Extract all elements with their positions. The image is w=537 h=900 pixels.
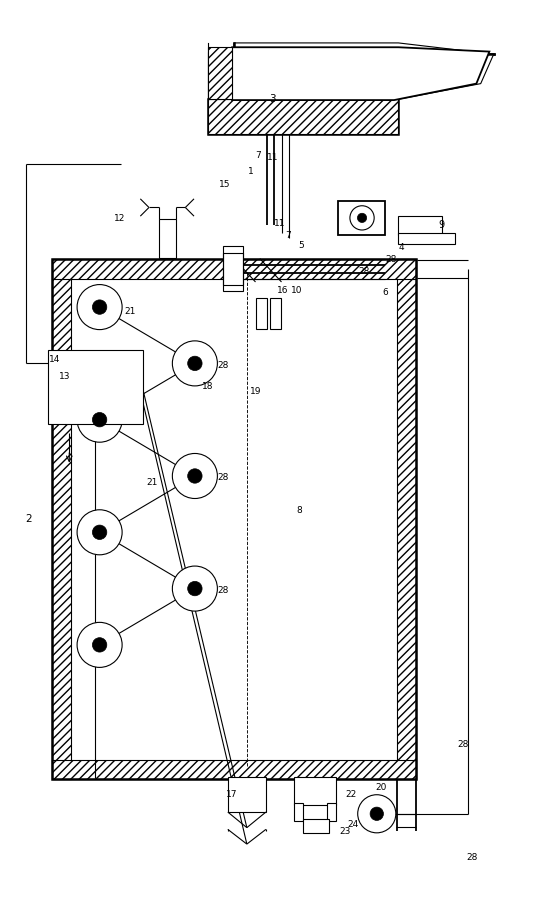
Text: 13: 13 xyxy=(59,372,71,381)
Bar xyxy=(270,299,281,328)
Circle shape xyxy=(92,525,107,539)
Text: 10: 10 xyxy=(291,286,302,295)
Bar xyxy=(223,254,243,284)
Circle shape xyxy=(187,581,202,596)
Bar xyxy=(208,51,234,99)
Circle shape xyxy=(77,284,122,329)
Circle shape xyxy=(77,397,122,442)
Text: 24: 24 xyxy=(348,820,359,829)
Bar xyxy=(158,219,176,257)
Text: 14: 14 xyxy=(49,355,60,364)
Bar xyxy=(48,350,143,424)
Polygon shape xyxy=(232,47,489,100)
Circle shape xyxy=(92,300,107,314)
Circle shape xyxy=(370,807,383,821)
Bar xyxy=(303,819,329,832)
Bar xyxy=(52,760,416,779)
Bar xyxy=(208,99,398,134)
Bar xyxy=(294,804,303,821)
Circle shape xyxy=(172,454,217,499)
Circle shape xyxy=(77,623,122,668)
Text: 28: 28 xyxy=(466,852,478,861)
Text: 17: 17 xyxy=(227,790,238,799)
Bar xyxy=(52,259,416,278)
Bar xyxy=(256,299,267,328)
Text: 28: 28 xyxy=(358,267,369,276)
Circle shape xyxy=(92,412,107,427)
Text: 5: 5 xyxy=(299,241,304,250)
Bar xyxy=(208,99,398,134)
Text: 7: 7 xyxy=(286,230,291,239)
Circle shape xyxy=(77,509,122,554)
Text: 28: 28 xyxy=(218,473,229,482)
Circle shape xyxy=(358,213,367,222)
Circle shape xyxy=(172,566,217,611)
Circle shape xyxy=(358,795,396,833)
Bar xyxy=(294,778,336,806)
Bar xyxy=(397,259,416,779)
Text: 21: 21 xyxy=(124,307,136,316)
Text: 11: 11 xyxy=(267,153,279,162)
Bar xyxy=(338,201,386,235)
Text: 19: 19 xyxy=(250,388,262,397)
Text: 28: 28 xyxy=(218,586,229,595)
Bar xyxy=(234,43,398,82)
Text: 20: 20 xyxy=(375,783,387,792)
Text: 1: 1 xyxy=(248,166,254,176)
Text: 2: 2 xyxy=(25,514,32,525)
Text: 12: 12 xyxy=(114,214,125,223)
Circle shape xyxy=(92,638,107,652)
Text: 23: 23 xyxy=(339,826,351,835)
Text: 21: 21 xyxy=(146,479,157,488)
Bar xyxy=(328,804,336,821)
Text: 16: 16 xyxy=(277,286,288,295)
Text: 9: 9 xyxy=(439,220,445,230)
Bar xyxy=(208,47,232,99)
Bar xyxy=(398,233,455,244)
Text: 28: 28 xyxy=(218,361,229,370)
Text: 18: 18 xyxy=(202,382,214,392)
Bar xyxy=(208,99,398,134)
Bar xyxy=(71,278,397,760)
Circle shape xyxy=(350,206,374,230)
Polygon shape xyxy=(234,43,494,99)
Text: 7: 7 xyxy=(255,151,261,160)
Text: 3: 3 xyxy=(270,94,276,104)
Text: 28: 28 xyxy=(386,255,397,264)
Circle shape xyxy=(187,469,202,483)
Text: 22: 22 xyxy=(345,790,357,799)
Text: 4: 4 xyxy=(398,243,404,252)
Bar xyxy=(223,247,243,292)
Bar xyxy=(398,216,442,235)
Bar xyxy=(228,778,266,812)
Text: 8: 8 xyxy=(296,506,302,515)
Text: 28: 28 xyxy=(458,740,469,749)
Text: 15: 15 xyxy=(220,181,231,190)
Bar xyxy=(52,259,416,779)
Text: 11: 11 xyxy=(274,219,286,228)
Circle shape xyxy=(172,341,217,386)
Text: 6: 6 xyxy=(382,288,388,297)
Circle shape xyxy=(187,356,202,371)
Bar xyxy=(52,259,71,779)
